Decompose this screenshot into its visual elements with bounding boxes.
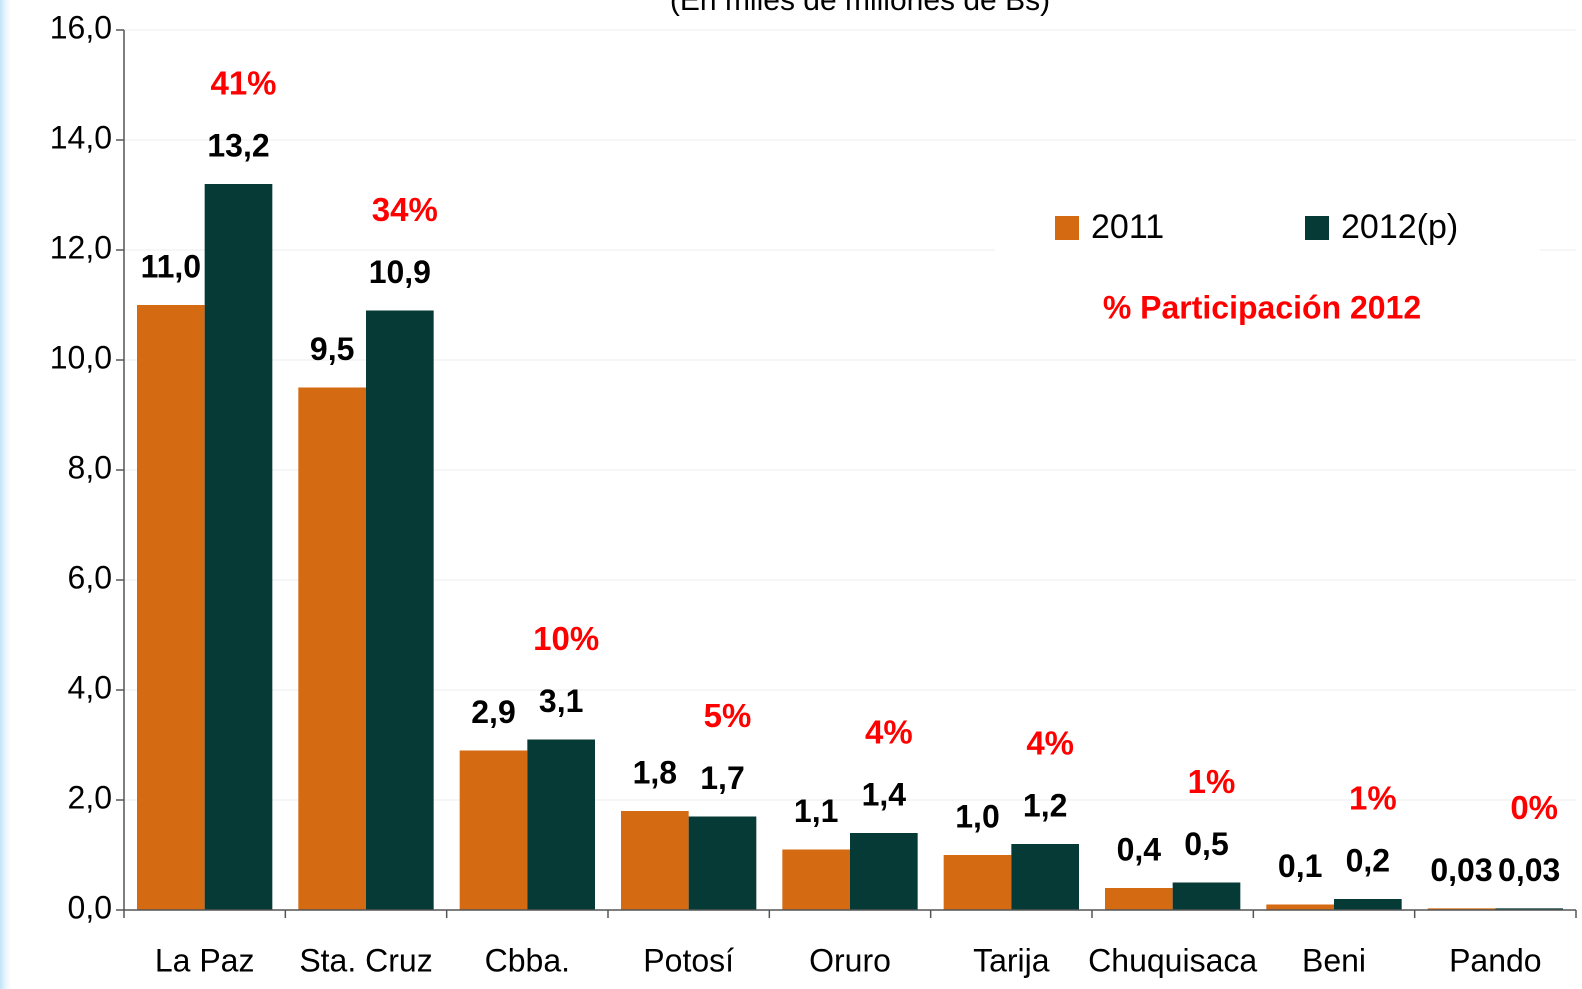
y-tick-label: 2,0 <box>68 779 112 815</box>
participation-label: 10% <box>533 620 599 657</box>
bar <box>621 811 689 910</box>
legend-label: 2011 <box>1091 208 1164 246</box>
data-label: 0,03 <box>1498 852 1560 888</box>
data-label: 10,9 <box>369 254 431 290</box>
data-label: 1,2 <box>1023 787 1067 823</box>
legend-label: 2012(p) <box>1341 208 1458 246</box>
data-label: 1,0 <box>955 798 999 834</box>
bar <box>688 816 757 910</box>
bar <box>943 855 1012 910</box>
bar <box>1172 882 1241 910</box>
y-tick-label: 12,0 <box>50 229 112 265</box>
bar <box>298 387 366 910</box>
data-label: 9,5 <box>310 331 354 367</box>
data-label: 3,1 <box>539 683 583 719</box>
bar <box>782 849 850 910</box>
data-label: 1,7 <box>700 760 744 796</box>
participation-label: 5% <box>704 697 752 734</box>
data-label: 1,4 <box>862 776 907 812</box>
y-tick-label: 10,0 <box>50 339 112 375</box>
bar <box>366 310 434 910</box>
y-tick-label: 4,0 <box>68 669 112 705</box>
chart-subtitle: (En miles de millones de Bs) <box>670 0 1050 17</box>
bar <box>459 750 528 910</box>
participation-label: 34% <box>372 191 438 228</box>
y-tick-label: 6,0 <box>68 559 112 595</box>
participation-title: % Participación 2012 <box>1103 289 1421 325</box>
data-label: 2,9 <box>471 694 515 730</box>
x-tick-label: Cbba. <box>485 942 570 978</box>
edge-decoration <box>0 0 14 989</box>
legend-swatch <box>1305 216 1329 240</box>
participation-label: 4% <box>1026 725 1074 762</box>
x-tick-label: Sta. Cruz <box>299 942 432 978</box>
x-tick-label: Tarija <box>973 942 1050 978</box>
legend-swatch <box>1055 216 1079 240</box>
y-tick-label: 16,0 <box>50 9 112 45</box>
y-tick-label: 14,0 <box>50 119 112 155</box>
x-tick-label: Pando <box>1449 942 1542 978</box>
x-tick-label: Oruro <box>809 942 891 978</box>
x-tick-label: Chuquisaca <box>1088 942 1257 978</box>
bar <box>1427 908 1496 910</box>
data-label: 0,1 <box>1278 848 1322 884</box>
x-tick-label: Beni <box>1302 942 1366 978</box>
bar <box>204 184 273 910</box>
y-tick-label: 0,0 <box>68 889 112 925</box>
data-label: 1,8 <box>633 754 677 790</box>
bar <box>1334 899 1402 910</box>
data-label: 13,2 <box>207 127 269 163</box>
legend-panel <box>995 195 1540 345</box>
bar <box>850 833 918 910</box>
x-tick-label: Potosí <box>643 942 734 978</box>
bar <box>527 739 595 910</box>
bar <box>1495 908 1563 910</box>
data-label: 0,4 <box>1117 831 1162 867</box>
y-tick-label: 8,0 <box>68 449 112 485</box>
data-label: 0,03 <box>1430 852 1492 888</box>
data-label: 11,0 <box>141 248 202 284</box>
data-label: 0,2 <box>1346 842 1390 878</box>
participation-label: 41% <box>210 65 276 102</box>
participation-label: 1% <box>1349 780 1397 817</box>
bar <box>1011 844 1079 910</box>
data-label: 0,5 <box>1184 826 1228 862</box>
bar <box>1266 904 1334 910</box>
participation-label: 4% <box>865 714 913 751</box>
participation-label: 1% <box>1188 763 1236 800</box>
bar <box>1105 888 1173 910</box>
bar <box>137 305 205 910</box>
data-label: 1,1 <box>794 793 838 829</box>
participation-label: 0% <box>1510 789 1558 826</box>
x-tick-label: La Paz <box>155 942 255 978</box>
